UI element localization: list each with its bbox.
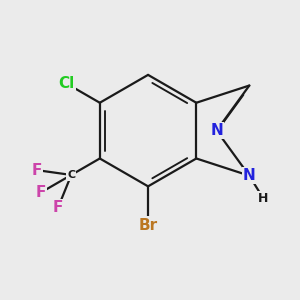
Text: N: N <box>210 123 223 138</box>
Text: F: F <box>36 185 46 200</box>
Text: C: C <box>67 170 75 180</box>
Text: Cl: Cl <box>58 76 74 91</box>
Text: H: H <box>258 192 268 205</box>
Text: F: F <box>53 200 63 215</box>
Text: Br: Br <box>139 218 158 232</box>
Text: F: F <box>32 163 42 178</box>
Text: N: N <box>243 168 256 183</box>
